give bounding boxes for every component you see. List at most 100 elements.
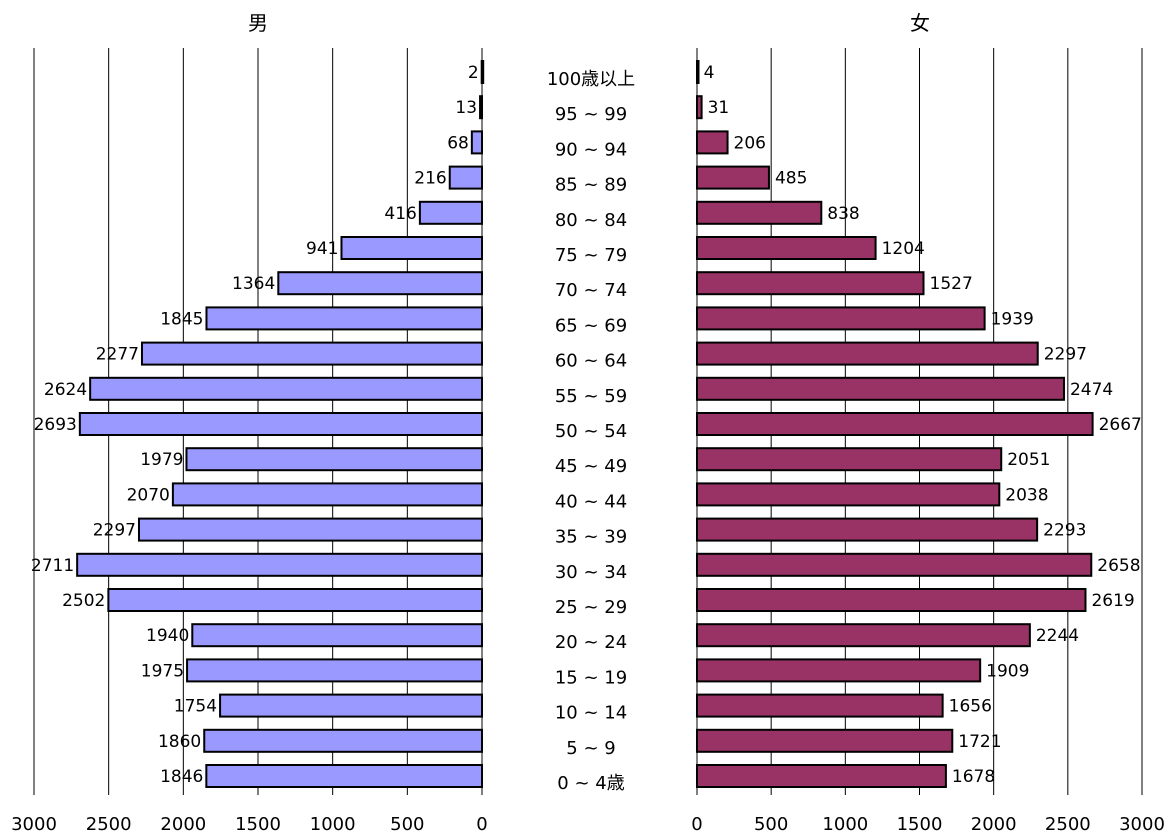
female-x-tick-label: 2000 xyxy=(971,814,1017,835)
female-x-tick-label: 2500 xyxy=(1045,814,1091,835)
age-group-label: 95 ~ 99 xyxy=(555,104,627,125)
female-value-label: 31 xyxy=(708,98,730,118)
bars xyxy=(76,60,1094,788)
female-value-label: 1656 xyxy=(949,697,992,717)
male-value-label: 13 xyxy=(455,98,477,118)
age-group-label: 80 ~ 84 xyxy=(555,210,627,231)
female-bar xyxy=(696,60,700,84)
female-panel-title: 女 xyxy=(910,11,930,35)
female-value-label: 485 xyxy=(775,169,807,189)
female-x-tick-label: 0 xyxy=(691,814,702,835)
male-x-tick-label: 0 xyxy=(476,814,487,835)
female-bar xyxy=(696,588,1087,612)
age-group-label: 50 ~ 54 xyxy=(555,421,627,442)
male-bar xyxy=(205,306,483,331)
female-value-label: 2051 xyxy=(1007,450,1050,470)
male-bar xyxy=(205,764,484,788)
male-x-tick-label: 1000 xyxy=(310,814,356,835)
male-value-label: 1754 xyxy=(174,697,217,717)
female-value-label: 206 xyxy=(734,133,766,153)
female-x-tick-label: 500 xyxy=(754,814,788,835)
male-bar xyxy=(171,482,483,507)
male-bar xyxy=(185,447,483,472)
female-value-label: 2619 xyxy=(1091,591,1134,611)
male-value-label: 2693 xyxy=(34,415,77,435)
male-bar xyxy=(186,658,483,683)
axis-tick-labels: 0 0 500 500 1000 1000 1500 1500 2000 2000 2500 2500… xyxy=(11,814,1165,835)
female-value-label: 2038 xyxy=(1005,485,1048,505)
male-value-label: 2502 xyxy=(62,591,105,611)
female-bar xyxy=(696,482,1001,507)
female-bar xyxy=(696,376,1065,401)
age-group-label: 55 ~ 59 xyxy=(555,386,627,407)
male-value-label: 216 xyxy=(414,169,446,189)
female-bar xyxy=(696,306,986,331)
male-bar xyxy=(340,236,483,260)
female-bar xyxy=(696,517,1039,542)
male-bar xyxy=(219,693,483,718)
male-value-label: 416 xyxy=(384,204,416,224)
age-group-label: 35 ~ 39 xyxy=(555,527,627,548)
male-value-label: 1845 xyxy=(160,309,203,329)
female-x-tick-label: 1500 xyxy=(897,814,943,835)
male-bar xyxy=(89,376,484,401)
female-bar xyxy=(696,271,925,296)
female-bar xyxy=(696,693,944,718)
female-bar xyxy=(696,623,1031,648)
female-value-label: 838 xyxy=(827,204,859,224)
female-value-label: 1909 xyxy=(986,661,1029,681)
value-labels: 2 4 13 31 68 206 216 485 416 838 941 1204 1364 1527 18… xyxy=(31,63,1142,787)
female-value-label: 2244 xyxy=(1036,626,1079,646)
female-bar xyxy=(696,728,954,753)
male-value-label: 2277 xyxy=(96,345,139,365)
age-group-label: 60 ~ 64 xyxy=(555,351,627,372)
male-value-label: 2 xyxy=(468,63,479,83)
male-value-label: 2711 xyxy=(31,556,74,576)
female-bar xyxy=(696,552,1093,577)
male-panel-title: 男 xyxy=(248,11,268,35)
female-value-label: 1721 xyxy=(958,732,1001,752)
male-bar xyxy=(191,623,483,648)
age-group-label: 10 ~ 14 xyxy=(555,703,627,724)
female-bar xyxy=(696,200,823,225)
male-bar xyxy=(137,517,484,542)
male-value-label: 2297 xyxy=(93,521,136,541)
female-value-label: 2667 xyxy=(1099,415,1142,435)
female-value-label: 2293 xyxy=(1043,521,1086,541)
female-value-label: 1939 xyxy=(991,309,1034,329)
male-value-label: 1860 xyxy=(158,732,201,752)
female-bar xyxy=(696,412,1094,436)
male-bar xyxy=(78,412,483,436)
age-group-label: 45 ~ 49 xyxy=(555,456,627,477)
female-bar xyxy=(696,341,1039,366)
female-value-label: 1678 xyxy=(952,767,995,787)
female-x-tick-label: 1000 xyxy=(822,814,868,835)
female-value-label: 1527 xyxy=(930,274,973,294)
male-bar xyxy=(418,200,483,225)
male-bar xyxy=(203,728,484,753)
male-x-tick-label: 2500 xyxy=(86,814,132,835)
age-group-labels: 100歳以上 95 ~ 99 90 ~ 94 85 ~ 89 80 ~ 84 75 ~ 7… xyxy=(547,69,635,794)
age-group-label: 30 ~ 34 xyxy=(555,562,627,583)
age-group-label: 20 ~ 24 xyxy=(555,632,627,653)
male-x-tick-label: 3000 xyxy=(11,814,57,835)
male-value-label: 1975 xyxy=(141,661,184,681)
female-bar xyxy=(696,447,1003,472)
female-bar xyxy=(696,764,947,788)
female-bar xyxy=(696,130,729,155)
male-value-label: 2624 xyxy=(44,380,87,400)
female-value-label: 1204 xyxy=(882,239,925,259)
female-bar xyxy=(696,658,982,683)
female-value-label: 2297 xyxy=(1044,345,1087,365)
male-x-tick-label: 2000 xyxy=(160,814,206,835)
female-value-label: 4 xyxy=(704,63,715,83)
male-value-label: 1364 xyxy=(232,274,275,294)
male-x-tick-label: 500 xyxy=(390,814,424,835)
male-value-label: 1940 xyxy=(146,626,189,646)
age-group-label: 100歳以上 xyxy=(547,69,635,90)
male-bar xyxy=(107,588,483,612)
age-group-label: 0 ~ 4歳 xyxy=(557,773,624,794)
age-group-label: 5 ~ 9 xyxy=(566,738,615,759)
male-value-label: 941 xyxy=(306,239,338,259)
